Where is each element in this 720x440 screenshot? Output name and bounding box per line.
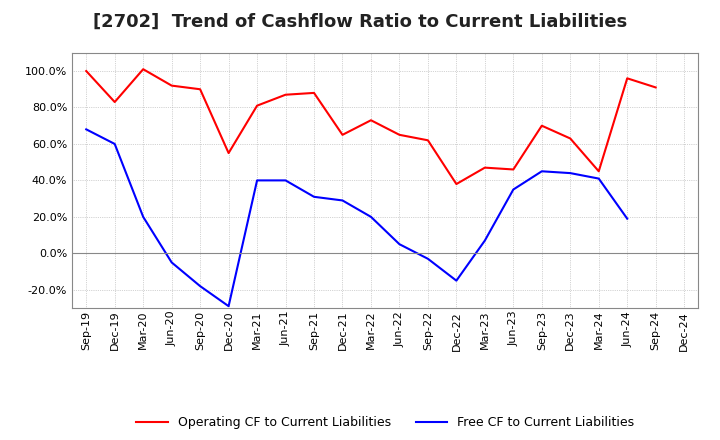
Line: Operating CF to Current Liabilities: Operating CF to Current Liabilities	[86, 69, 656, 184]
Free CF to Current Liabilities	[110, 141, 119, 147]
Operating CF to Current Liabilities	[480, 165, 489, 170]
Free CF to Current Liabilities	[509, 187, 518, 192]
Operating CF to Current Liabilities	[139, 66, 148, 72]
Operating CF to Current Liabilities	[423, 138, 432, 143]
Operating CF to Current Liabilities	[452, 181, 461, 187]
Operating CF to Current Liabilities	[110, 99, 119, 105]
Free CF to Current Liabilities	[167, 260, 176, 265]
Operating CF to Current Liabilities	[537, 123, 546, 128]
Free CF to Current Liabilities	[338, 198, 347, 203]
Operating CF to Current Liabilities	[623, 76, 631, 81]
Operating CF to Current Liabilities	[167, 83, 176, 88]
Free CF to Current Liabilities	[480, 238, 489, 243]
Operating CF to Current Liabilities	[253, 103, 261, 108]
Operating CF to Current Liabilities	[395, 132, 404, 137]
Legend: Operating CF to Current Liabilities, Free CF to Current Liabilities: Operating CF to Current Liabilities, Fre…	[131, 411, 639, 434]
Operating CF to Current Liabilities	[82, 68, 91, 73]
Operating CF to Current Liabilities	[196, 87, 204, 92]
Free CF to Current Liabilities	[282, 178, 290, 183]
Free CF to Current Liabilities	[395, 242, 404, 247]
Free CF to Current Liabilities	[82, 127, 91, 132]
Operating CF to Current Liabilities	[509, 167, 518, 172]
Free CF to Current Liabilities	[225, 304, 233, 309]
Operating CF to Current Liabilities	[282, 92, 290, 97]
Free CF to Current Liabilities	[537, 169, 546, 174]
Free CF to Current Liabilities	[623, 216, 631, 221]
Free CF to Current Liabilities	[196, 283, 204, 289]
Line: Free CF to Current Liabilities: Free CF to Current Liabilities	[86, 129, 627, 306]
Operating CF to Current Liabilities	[652, 85, 660, 90]
Free CF to Current Liabilities	[595, 176, 603, 181]
Operating CF to Current Liabilities	[310, 90, 318, 95]
Free CF to Current Liabilities	[566, 170, 575, 176]
Free CF to Current Liabilities	[366, 214, 375, 220]
Free CF to Current Liabilities	[310, 194, 318, 199]
Free CF to Current Liabilities	[253, 178, 261, 183]
Operating CF to Current Liabilities	[338, 132, 347, 137]
Free CF to Current Liabilities	[423, 256, 432, 261]
Operating CF to Current Liabilities	[595, 169, 603, 174]
Operating CF to Current Liabilities	[566, 136, 575, 141]
Free CF to Current Liabilities	[452, 278, 461, 283]
Operating CF to Current Liabilities	[225, 150, 233, 156]
Text: [2702]  Trend of Cashflow Ratio to Current Liabilities: [2702] Trend of Cashflow Ratio to Curren…	[93, 13, 627, 31]
Free CF to Current Liabilities	[139, 214, 148, 220]
Operating CF to Current Liabilities	[366, 117, 375, 123]
